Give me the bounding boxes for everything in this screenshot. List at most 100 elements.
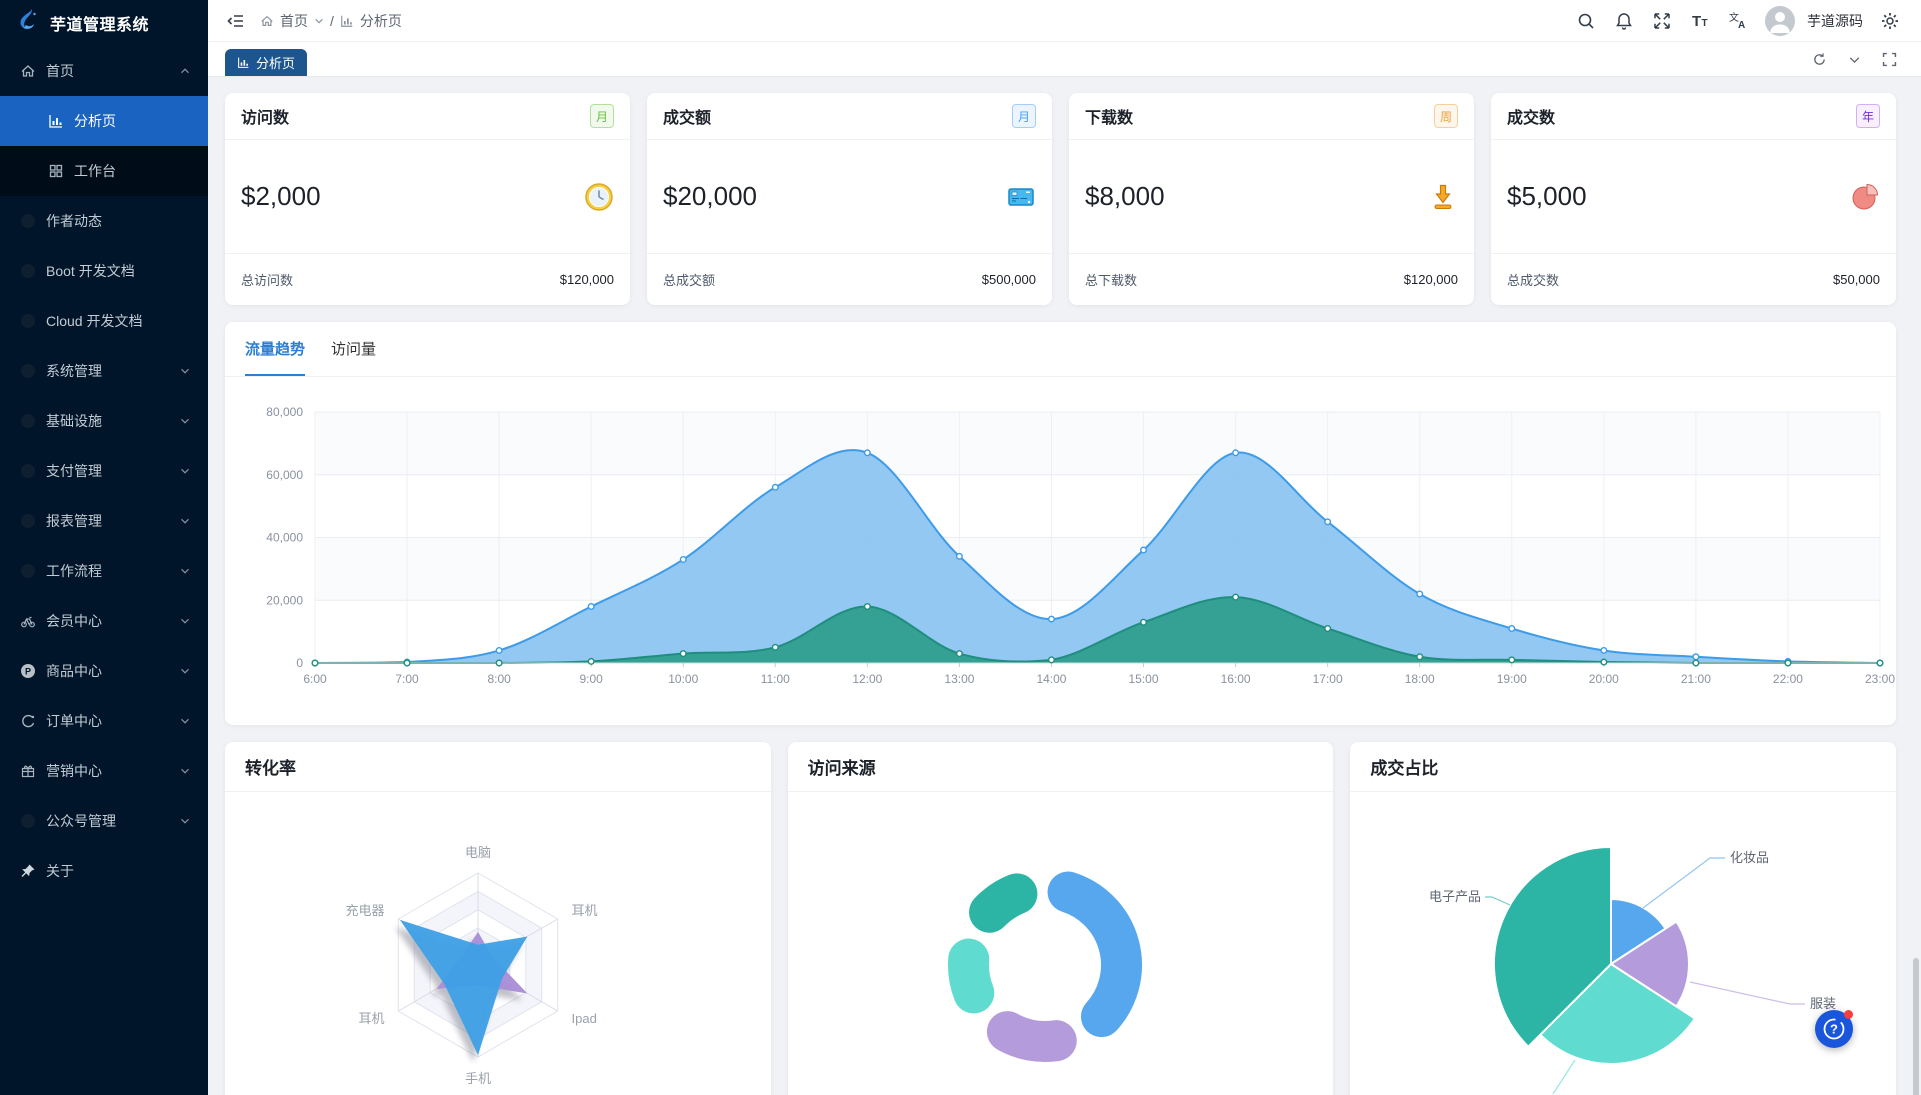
home-icon: [20, 63, 36, 79]
dot-icon: [20, 563, 36, 579]
panel-title: 成交占比: [1350, 742, 1897, 792]
sidebar-item[interactable]: 系统管理: [0, 346, 208, 396]
stat-card-footer-label: 总下载数: [1085, 273, 1138, 288]
svg-text:20,000: 20,000: [266, 593, 303, 607]
sidebar-item[interactable]: 营销中心: [0, 746, 208, 796]
sidebar-item[interactable]: 订单中心: [0, 696, 208, 746]
svg-text:化妆品: 化妆品: [1730, 850, 1769, 865]
help-button[interactable]: ?: [1815, 1010, 1853, 1048]
home-icon[interactable]: [260, 14, 274, 28]
chevron-down-icon: [178, 714, 192, 728]
deal-share-card: 成交占比 化妆品 服装 电子产品: [1350, 742, 1897, 1095]
refresh-icon[interactable]: [1811, 51, 1828, 68]
tab-analysis-page[interactable]: 分析页: [225, 49, 308, 76]
sidebar-item-label: Boot 开发文档: [46, 263, 135, 279]
user-name[interactable]: 芋道源码: [1807, 12, 1863, 29]
dot-icon: [20, 513, 36, 529]
breadcrumb-home[interactable]: 首页: [280, 12, 308, 29]
sidebar-item[interactable]: 支付管理: [0, 446, 208, 496]
chevron-down-icon[interactable]: [1846, 51, 1863, 68]
vertical-scrollbar-thumb[interactable]: [1913, 958, 1919, 1095]
sidebar-item-label: 会员中心: [46, 613, 102, 629]
stat-card-footer-value: $120,000: [1403, 272, 1458, 287]
logo-icon: [12, 6, 42, 41]
order-icon: [20, 713, 36, 729]
sidebar-item-label: 系统管理: [46, 363, 102, 379]
sidebar-item-label: 关于: [46, 863, 74, 879]
svg-text:40,000: 40,000: [266, 531, 303, 545]
settings-gear-icon[interactable]: [1880, 11, 1900, 31]
svg-text:12:00: 12:00: [852, 672, 882, 686]
sidebar-item[interactable]: 报表管理: [0, 496, 208, 546]
svg-text:耳机: 耳机: [358, 1011, 384, 1026]
conversion-rate-card: 转化率 电脑 耳机 Ipad 手机 耳机 充电器: [225, 742, 771, 1095]
dot-icon: [20, 313, 36, 329]
sidebar-item[interactable]: 工作流程: [0, 546, 208, 596]
avatar[interactable]: [1765, 5, 1795, 36]
sidebar-item[interactable]: 关于: [0, 846, 208, 896]
sidebar-item-label: 基础设施: [46, 413, 102, 429]
sidebar-item[interactable]: Cloud 开发文档: [0, 296, 208, 346]
app-logo[interactable]: 芋道管理系统: [0, 0, 208, 46]
tab-label: 分析页: [256, 56, 296, 71]
svg-text:10:00: 10:00: [668, 672, 698, 686]
collapse-menu-icon[interactable]: [226, 11, 246, 31]
stat-card-title: 下载数: [1085, 110, 1134, 127]
sidebar-item-label: 商品中心: [46, 663, 102, 679]
dot-icon: [20, 213, 36, 229]
stat-card-footer-value: $500,000: [981, 272, 1036, 287]
chevron-down-icon: [178, 364, 192, 378]
product-icon: P: [20, 663, 36, 679]
bell-icon[interactable]: [1614, 11, 1634, 31]
traffic-trend-chart: 0 20,000 40,000 60,000 80,000 6:00 7:00 8:00 9:0…: [225, 377, 1896, 725]
svg-text:18:00: 18:00: [1405, 672, 1435, 686]
fullscreen-icon[interactable]: [1652, 11, 1672, 31]
svg-text:15:00: 15:00: [1129, 672, 1159, 686]
stat-card-footer-label: 总成交额: [663, 273, 716, 288]
svg-text:22:00: 22:00: [1773, 672, 1803, 686]
trend-tabs: 流量趋势 访问量: [225, 322, 1896, 377]
sidebar-item[interactable]: 基础设施: [0, 396, 208, 446]
sidebar-item[interactable]: Boot 开发文档: [0, 246, 208, 296]
period-badge: 年: [1856, 104, 1880, 128]
sidebar-item-label: 支付管理: [46, 463, 102, 479]
trend-tab[interactable]: 访问量: [331, 340, 377, 358]
maximize-icon[interactable]: [1881, 51, 1898, 68]
chart-icon: [340, 14, 354, 28]
chevron-down-icon: [178, 614, 192, 628]
sidebar-item[interactable]: 工作台: [0, 146, 208, 196]
sidebar-item-label: 工作流程: [46, 563, 102, 579]
svg-text:20:00: 20:00: [1589, 672, 1619, 686]
content: 访问数 月 $2,000 总访问数 $120,000 成交额 月 $20,000 总成交额 $50…: [208, 77, 1921, 1095]
sidebar-item[interactable]: P 商品中心: [0, 646, 208, 696]
sidebar-item-label: 报表管理: [46, 513, 102, 529]
search-icon[interactable]: [1576, 11, 1596, 31]
svg-text:P: P: [25, 667, 31, 677]
sidebar-item-label: 作者动态: [46, 213, 102, 229]
sidebar-item-label: 首页: [46, 63, 74, 79]
sidebar-item[interactable]: 会员中心: [0, 596, 208, 646]
app-title: 芋道管理系统: [50, 17, 150, 34]
svg-text:服装: 服装: [1810, 996, 1836, 1011]
breadcrumb-current[interactable]: 分析页: [359, 12, 402, 29]
sidebar-item[interactable]: 首页: [0, 46, 208, 96]
chevron-down-icon: [178, 464, 192, 478]
sidebar: 芋道管理系统 首页分析页 工作台作者动态 Boot 开发文档 Cloud 开发文档系统…: [0, 0, 208, 1095]
sidebar-item[interactable]: 分析页: [0, 96, 208, 146]
svg-text:0: 0: [296, 656, 303, 670]
chevron-down-icon: [178, 764, 192, 778]
chart-icon: [237, 56, 250, 69]
sidebar-item[interactable]: 公众号管理: [0, 796, 208, 846]
stat-card-footer-value: $50,000: [1833, 272, 1880, 287]
stat-card-title: 访问数: [241, 110, 290, 127]
sidebar-item[interactable]: 作者动态: [0, 196, 208, 246]
svg-text:6:00: 6:00: [303, 672, 327, 686]
trend-tab[interactable]: 流量趋势: [245, 322, 306, 376]
svg-text:7:00: 7:00: [395, 672, 419, 686]
conversion-radar-chart: 电脑 耳机 Ipad 手机 耳机 充电器: [225, 792, 771, 1095]
download-icon: [1428, 182, 1458, 212]
